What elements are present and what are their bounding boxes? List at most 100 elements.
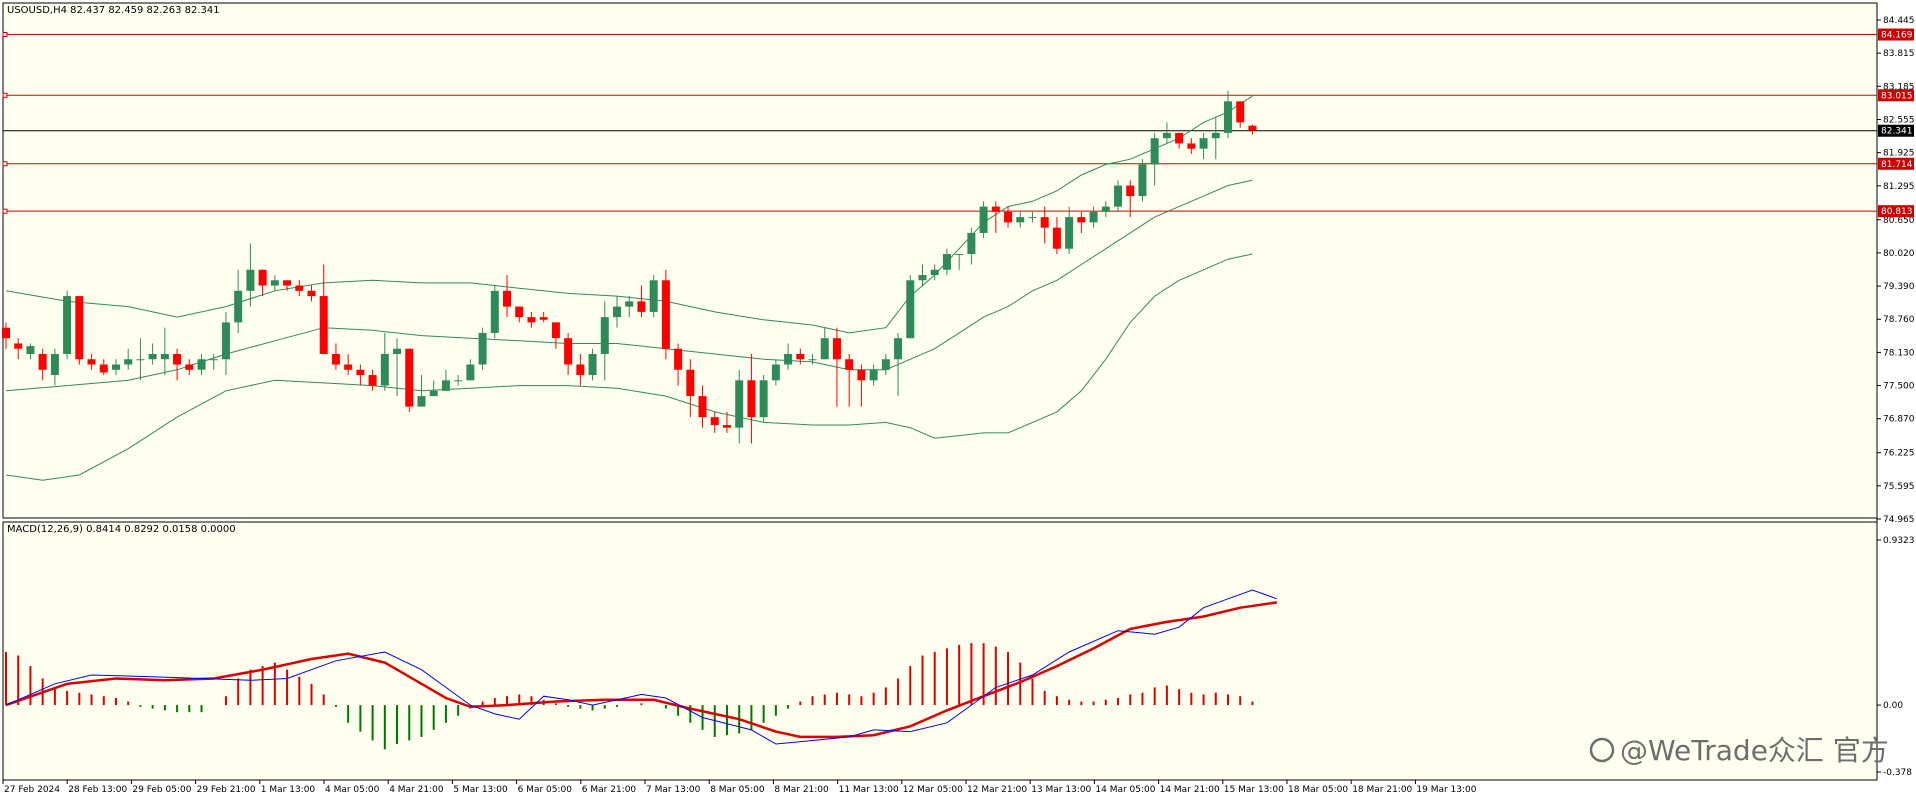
price-level-label: 84.169 [1881,31,1913,41]
time-tick-label: 29 Feb 05:00 [132,785,191,795]
candle-body [894,338,903,360]
candle-body [344,364,353,370]
watermark: @WeTrade众汇 官方 [1589,734,1889,767]
time-tick-label: 4 Mar 05:00 [325,785,380,795]
price-tick-label: 78.760 [1883,315,1915,325]
price-axis: 84.445 83.815 83.185 82.555 81.925 81.295 80.6… [1877,16,1915,525]
candle-body [405,348,414,407]
candle-body [710,417,719,426]
candle-body [722,425,731,428]
candle-body [197,359,206,370]
price-tick-label: 77.500 [1883,382,1915,392]
candle-body [796,353,805,360]
price-level-handle[interactable] [2,32,8,38]
candle-body [637,301,646,312]
candle-body [270,280,279,286]
candle-body [955,253,964,255]
candle-body [979,206,988,233]
candle-body [1101,206,1110,212]
time-tick-label: 1 Mar 13:00 [261,785,316,795]
candle-body [515,306,524,318]
candle-body [820,338,829,360]
candle-body [649,280,658,312]
price-tick-label: 81.295 [1883,182,1915,192]
price-level-handle[interactable] [2,92,8,98]
price-tick-label: 78.130 [1883,348,1915,358]
time-tick-label: 27 Feb 2024 [4,785,60,795]
candle-body [368,375,377,386]
candle-body [441,380,450,391]
time-tick-label: 8 Mar 21:00 [774,785,829,795]
candle-body [356,369,365,376]
macd-header-title: MACD(12,26,9) 0.8414 0.8292 0.0158 0.000… [7,524,236,535]
price-pane [2,32,1877,481]
candle-body [527,317,536,323]
candle-body [942,253,951,270]
candle-body [857,369,866,381]
candle-body [111,364,120,370]
candle-body [136,359,145,361]
candle-body [967,232,976,254]
price-tick-label: 79.390 [1883,282,1915,292]
candle-body [2,327,10,339]
candle-body [283,280,292,286]
time-tick-label: 13 Mar 13:00 [1031,785,1091,795]
candle-body [124,359,133,365]
candle-body [1175,132,1184,144]
candle-body [1065,217,1074,249]
candle-body [1028,217,1037,219]
time-tick-label: 14 Mar 05:00 [1095,785,1155,795]
candle-body [331,353,340,365]
candle-body [173,353,182,365]
price-tick-label: 75.595 [1883,482,1915,492]
price-level-tag [1878,89,1914,102]
candle-body [869,369,878,381]
candle-body [930,269,939,276]
price-level-handle[interactable] [2,161,8,167]
price-tick-label: 76.225 [1883,449,1915,459]
price-level-tag [1878,28,1914,41]
time-tick-label: 6 Mar 05:00 [518,785,573,795]
candle-body [160,353,169,360]
candle-body [686,369,695,397]
time-tick-label: 5 Mar 13:00 [453,785,508,795]
candle-body [1126,185,1135,197]
candle-body [674,348,683,370]
time-tick-label: 11 Mar 13:00 [839,785,899,795]
candle-body [38,353,47,370]
candle-body [307,290,316,297]
macd-axis: 0.9323 0.00 -0.378 [1877,536,1915,778]
candle-body [26,346,35,354]
price-level-tag [1878,205,1914,218]
time-axis: 27 Feb 2024 28 Feb 13:00 29 Feb 05:00 29 Fe… [2,780,1477,795]
price-level-handle[interactable] [2,208,8,214]
candle-body [747,380,756,418]
candle-body [1248,125,1257,131]
candle-body [319,296,328,354]
time-tick-label: 6 Mar 21:00 [582,785,637,795]
price-tick-label: 84.445 [1883,16,1915,26]
candle-body [490,290,499,333]
candle-body [99,364,108,373]
candle-body [1236,101,1245,123]
price-tick-label: 76.870 [1883,415,1915,425]
price-tick-label: 80.650 [1883,216,1915,226]
macd-tick-label: -0.378 [1883,768,1912,778]
price-tick-label: 80.020 [1883,249,1915,259]
bollinger-middle-band [5,179,1253,392]
candle-body [478,332,487,365]
candle-body [1077,217,1086,223]
candle-body [258,269,267,286]
candle-body [1138,164,1147,197]
candle-body [539,317,548,320]
candle-body [75,296,84,360]
candle-body [832,338,841,360]
watermark-text: @WeTrade众汇 官方 [1620,734,1889,767]
price-tick-label: 83.185 [1883,82,1915,92]
candle-body [1016,217,1025,223]
candle-body [14,343,23,349]
candle-body [918,275,927,281]
candle-body [625,301,634,307]
macd-main-line [5,589,1278,745]
time-tick-label: 12 Mar 21:00 [967,785,1027,795]
